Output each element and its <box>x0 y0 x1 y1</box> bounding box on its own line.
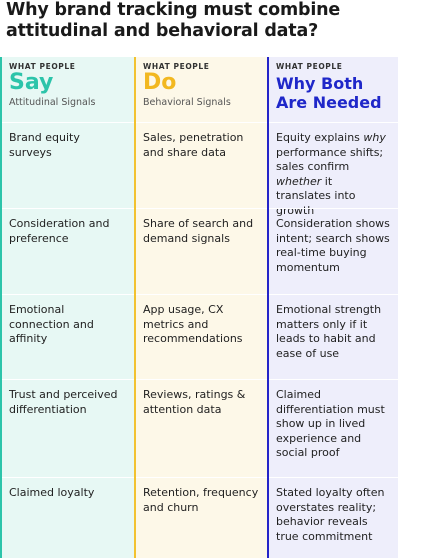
cell-text: it translates into growth <box>276 174 356 217</box>
column-why: WHAT PEOPLE Why Both Are Needed Equity e… <box>267 57 398 558</box>
table-cell: Claimed loyalty <box>2 477 134 558</box>
column-kicker: WHAT PEOPLE <box>143 62 210 71</box>
column-subheading: Attitudinal Signals <box>9 97 96 108</box>
table-cell: Sales, penetration and share data <box>136 122 267 208</box>
page-title: Why brand tracking must combine attitudi… <box>6 0 341 41</box>
column-header-do: WHAT PEOPLE Do Behavioral Signals <box>136 57 267 119</box>
table-cell: Brand equity surveys <box>2 122 134 208</box>
table-cell: Equity explains why performance shifts; … <box>269 122 398 217</box>
table-cell: Emotional strength matters only if it le… <box>269 294 398 379</box>
table-cell: Emotional connection and affinity <box>2 294 134 379</box>
column-subheading: Behavioral Signals <box>143 97 231 108</box>
table-cell: Share of search and demand signals <box>136 208 267 294</box>
column-header-say: WHAT PEOPLE Say Attitudinal Signals <box>2 57 134 119</box>
column-do: WHAT PEOPLE Do Behavioral Signals Sales,… <box>134 57 267 558</box>
table-cell: Consideration shows intent; search shows… <box>269 208 398 294</box>
column-kicker: WHAT PEOPLE <box>276 62 343 71</box>
cell-text: performance shifts; sales confirm <box>276 145 384 174</box>
cell-text-emphasis: whether <box>276 174 322 188</box>
column-heading-say: Say <box>9 70 54 95</box>
column-header-why: WHAT PEOPLE Why Both Are Needed <box>269 57 398 119</box>
column-heading-do: Do <box>143 70 177 95</box>
cell-text: Equity explains <box>276 131 364 144</box>
table-cell: Claimed differentiation must show up in … <box>269 379 398 477</box>
table-cell: Reviews, ratings & attention data <box>136 379 267 477</box>
comparison-table: WHAT PEOPLE Say Attitudinal Signals Bran… <box>0 57 398 558</box>
table-cell: Trust and perceived differentiation <box>2 379 134 477</box>
cell-text-emphasis: why <box>363 131 386 144</box>
table-cell: Stated loyalty often overstates reality;… <box>269 477 398 558</box>
column-heading-why: Why Both Are Needed <box>276 74 382 112</box>
table-cell: Retention, frequency and churn <box>136 477 267 558</box>
table-cell: App usage, CX metrics and recommendation… <box>136 294 267 379</box>
column-kicker: WHAT PEOPLE <box>9 62 76 71</box>
table-cell: Consideration and preference <box>2 208 134 294</box>
column-say: WHAT PEOPLE Say Attitudinal Signals Bran… <box>0 57 134 558</box>
